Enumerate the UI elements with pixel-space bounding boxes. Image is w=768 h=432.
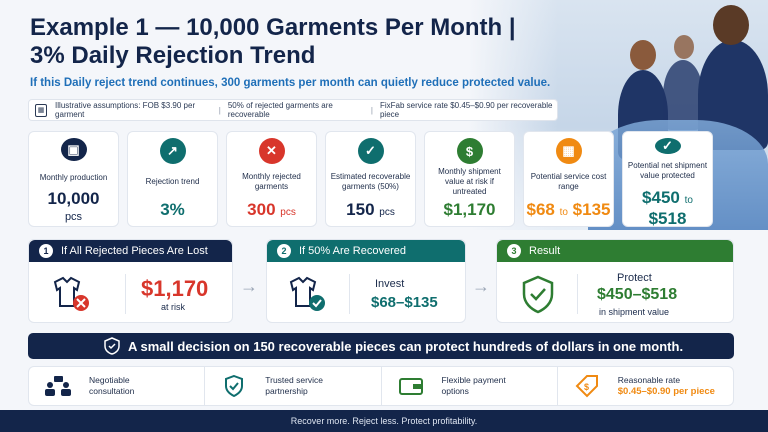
step-3-panel: 3 Result Protect $450–$518 in shipment v… <box>496 239 734 323</box>
step-3-header: 3 Result <box>497 240 733 262</box>
step-3-value: $450–$518 <box>597 286 678 303</box>
footer-tagline: Recover more. Reject less. Protect profi… <box>0 410 768 432</box>
assumption-2: 50% of rejected garments are recoverable <box>227 101 333 119</box>
metric-card: ✓ Potential net shipment value protected $… <box>622 131 713 228</box>
svg-text:$: $ <box>584 382 589 392</box>
shirt-check-icon: ✓ <box>357 138 384 164</box>
metric-card: ✕ Monthly rejected garments 300 pcs <box>226 131 317 227</box>
step-1-note: at risk <box>161 302 186 312</box>
calculator-icon: ▦ <box>35 103 48 117</box>
metric-card: ✓ Estimated recoverable garments (50%) 150… <box>325 131 416 227</box>
step-2-label: Invest <box>375 278 405 290</box>
benefits-bar: Negotiable consultation Trusted service pa… <box>28 366 734 406</box>
factory-photo <box>468 0 768 230</box>
metric-card: ↗ Rejection trend 3% <box>127 131 218 227</box>
assumption-1: Illustrative assumptions: FOB $3.90 per … <box>55 101 196 119</box>
box-icon: ▣ <box>60 138 87 162</box>
metric-label: Rejection trend <box>145 177 200 186</box>
step-1-header: 1 If All Rejected Pieces Are Lost <box>29 240 232 262</box>
feature-payment: Flexible payment options <box>382 367 558 405</box>
metric-card: $ Monthly shipment value at risk if untre… <box>424 131 515 227</box>
metric-label: Monthly shipment value at risk if untrea… <box>438 167 501 196</box>
metric-cards: ▣ Monthly production 10,000 pcs ↗ Rejection t… <box>28 131 713 228</box>
metric-value: 300 pcs <box>247 200 296 219</box>
metric-card: ▣ Monthly production 10,000 pcs <box>28 131 119 227</box>
step-2-header: 2 If 50% Are Recovered <box>267 240 465 262</box>
metric-label: Monthly rejected garments <box>242 172 301 191</box>
trend-up-icon: ↗ <box>159 138 186 164</box>
page-subtitle: If this Daily reject trend continues, 30… <box>30 77 551 89</box>
calculator-icon: ▦ <box>555 138 582 164</box>
step-1-value: $1,170 <box>141 276 209 301</box>
step-3-label: Protect <box>617 272 652 284</box>
shield-check-icon <box>104 337 120 355</box>
step-2-panel: 2 If 50% Are Recovered Invest $68–$135 <box>266 239 466 323</box>
assumption-3: FixFab service rate $0.45–$0.90 per reco… <box>379 101 553 119</box>
arrow-right-icon: → <box>240 276 258 296</box>
metric-label: Potential service cost range <box>530 172 607 191</box>
metric-label: Potential net shipment value protected <box>627 161 708 180</box>
metric-value: $450 to $518 <box>642 188 693 228</box>
assumptions-bar: ▦ Illustrative assumptions: FOB $3.90 pe… <box>28 99 558 121</box>
shirt-check-icon <box>285 274 329 314</box>
metric-value: 150 pcs <box>346 200 395 219</box>
step-3-note: in shipment value <box>599 307 670 317</box>
shield-check-icon <box>219 375 249 397</box>
feature-consultation: Negotiable consultation <box>29 367 206 405</box>
consultation-icon <box>43 375 73 397</box>
feature-rate: $ Reasonable rate $0.45–$0.90 per piece <box>558 367 733 405</box>
key-message-banner: A small decision on 150 recoverable piec… <box>28 333 734 359</box>
page-title: Example 1 — 10,000 Garments Per Month | … <box>30 14 516 69</box>
step-2-value: $68–$135 <box>371 294 438 311</box>
wallet-icon <box>396 375 426 397</box>
metric-value: 3% <box>160 200 185 219</box>
metric-value: $68 to $135 <box>526 200 611 219</box>
dollar-icon: $ <box>456 138 483 164</box>
metric-label: Monthly production <box>39 173 108 183</box>
shield-check-icon <box>521 274 555 314</box>
metric-value: 10,000 pcs <box>47 189 100 224</box>
metric-card: ▦ Potential service cost range $68 to $135 <box>523 131 614 227</box>
rejected-shirt-icon: ✕ <box>258 138 285 164</box>
feature-partnership: Trusted service partnership <box>205 367 382 405</box>
shield-check-icon: ✓ <box>654 138 681 154</box>
arrow-right-icon: → <box>472 276 490 296</box>
metric-value: $1,170 <box>443 200 496 219</box>
shirts-rejected-icon <box>49 274 93 314</box>
metric-label: Estimated recoverable garments (50%) <box>330 172 411 191</box>
step-1-panel: 1 If All Rejected Pieces Are Lost $1,170… <box>28 239 233 323</box>
price-tag-icon: $ <box>572 375 602 398</box>
